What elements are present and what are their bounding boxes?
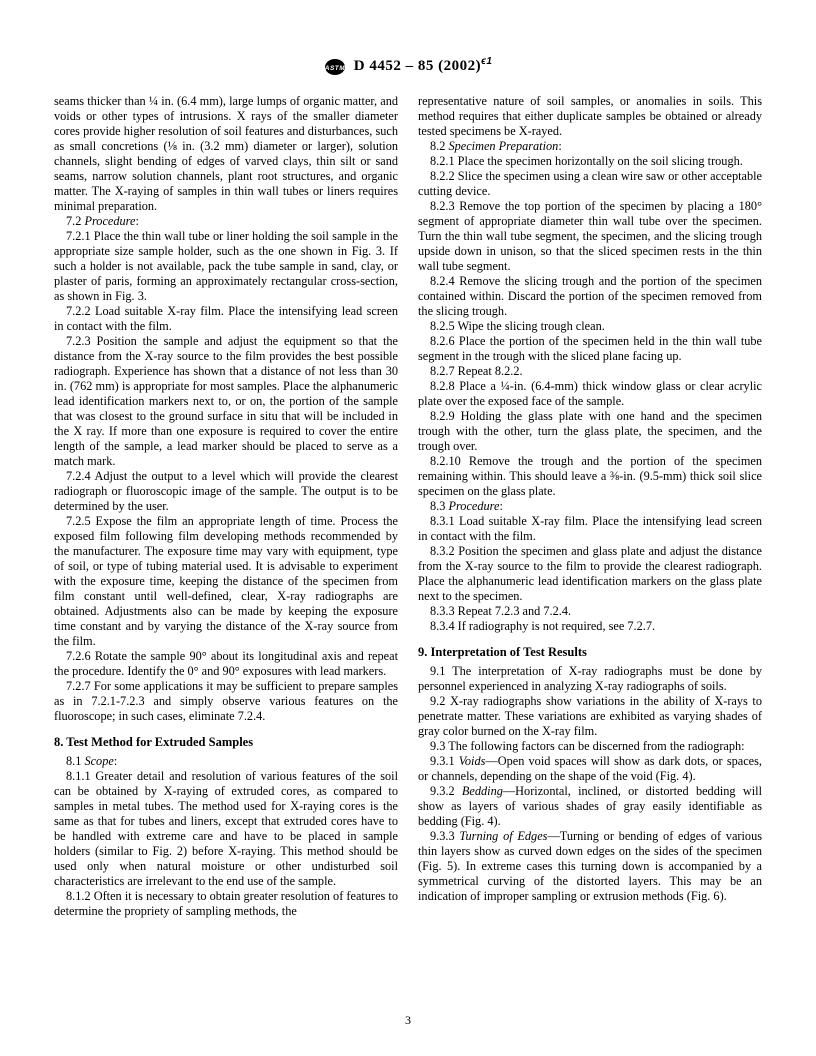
- label: Procedure: [84, 214, 135, 228]
- para-7-2-head: 7.2 Procedure:: [54, 214, 398, 229]
- label: Specimen Preparation: [448, 139, 558, 153]
- para-8-3-2: 8.3.2 Position the specimen and glass pl…: [418, 544, 762, 604]
- standard-designation: D 4452 – 85 (2002): [354, 58, 481, 74]
- para-7-2-5: 7.2.5 Expose the film an appropriate len…: [54, 514, 398, 649]
- para-8-2-4: 8.2.4 Remove the slicing trough and the …: [418, 274, 762, 319]
- para-9-2: 9.2 X-ray radiographs show variations in…: [418, 694, 762, 739]
- para-8-2-1: 8.2.1 Place the specimen horizontally on…: [418, 154, 762, 169]
- para-8-2-10: 8.2.10 Remove the trough and the portion…: [418, 454, 762, 499]
- astm-logo-icon: ASTM: [324, 58, 346, 76]
- body-columns: seams thicker than ¼ in. (6.4 mm), large…: [54, 94, 762, 919]
- para-8-1-2: 8.1.2 Often it is necessary to obtain gr…: [54, 889, 398, 919]
- para-8-3-3: 8.3.3 Repeat 7.2.3 and 7.2.4.: [418, 604, 762, 619]
- para-7-2-3: 7.2.3 Position the sample and adjust the…: [54, 334, 398, 469]
- label: Scope: [84, 754, 113, 768]
- para-8-3-head: 8.3 Procedure:: [418, 499, 762, 514]
- num: 9.3.2: [430, 784, 462, 798]
- label: Turning of Edges: [459, 829, 547, 843]
- num: 8.3: [430, 499, 448, 513]
- para-9-1: 9.1 The interpretation of X-ray radiogra…: [418, 664, 762, 694]
- label: Bedding: [462, 784, 503, 798]
- para-9-3: 9.3 The following factors can be discern…: [418, 739, 762, 754]
- document-page: ASTM D 4452 – 85 (2002)ϵ1 seams thicker …: [0, 0, 816, 1056]
- para-8-2-5: 8.2.5 Wipe the slicing trough clean.: [418, 319, 762, 334]
- label: Procedure: [448, 499, 499, 513]
- svg-text:ASTM: ASTM: [324, 65, 345, 72]
- num: 9.3.3: [430, 829, 459, 843]
- standard-superscript: ϵ1: [481, 56, 492, 67]
- num: 9.3.1: [430, 754, 459, 768]
- para-8-3-1: 8.3.1 Load suitable X-ray film. Place th…: [418, 514, 762, 544]
- standard-header: ASTM D 4452 – 85 (2002)ϵ1: [54, 56, 762, 76]
- para-8-1-1: 8.1.1 Greater detail and resolution of v…: [54, 769, 398, 889]
- para-8-1-2-cont: representative nature of soil samples, o…: [418, 94, 762, 139]
- para-8-2-head: 8.2 Specimen Preparation:: [418, 139, 762, 154]
- para-7-2-1: 7.2.1 Place the thin wall tube or liner …: [54, 229, 398, 304]
- num: 7.2: [66, 214, 84, 228]
- para-8-3-4: 8.3.4 If radiography is not required, se…: [418, 619, 762, 634]
- heading-8: 8. Test Method for Extruded Samples: [54, 735, 398, 750]
- label: Voids: [459, 754, 486, 768]
- para-9-3-3: 9.3.3 Turning of Edges—Turning or bendin…: [418, 829, 762, 904]
- para-7-1-cont: seams thicker than ¼ in. (6.4 mm), large…: [54, 94, 398, 214]
- page-number: 3: [0, 1013, 816, 1028]
- heading-9: 9. Interpretation of Test Results: [418, 645, 762, 660]
- para-7-2-6: 7.2.6 Rotate the sample 90° about its lo…: [54, 649, 398, 679]
- num: 8.1: [66, 754, 84, 768]
- para-8-2-3: 8.2.3 Remove the top portion of the spec…: [418, 199, 762, 274]
- para-8-2-6: 8.2.6 Place the portion of the specimen …: [418, 334, 762, 364]
- para-8-2-9: 8.2.9 Holding the glass plate with one h…: [418, 409, 762, 454]
- para-8-2-7: 8.2.7 Repeat 8.2.2.: [418, 364, 762, 379]
- para-7-2-4: 7.2.4 Adjust the output to a level which…: [54, 469, 398, 514]
- para-9-3-1: 9.3.1 Voids—Open void spaces will show a…: [418, 754, 762, 784]
- para-8-2-2: 8.2.2 Slice the specimen using a clean w…: [418, 169, 762, 199]
- para-7-2-7: 7.2.7 For some applications it may be su…: [54, 679, 398, 724]
- para-9-3-2: 9.3.2 Bedding—Horizontal, inclined, or d…: [418, 784, 762, 829]
- para-8-2-8: 8.2.8 Place a ¼-in. (6.4-mm) thick windo…: [418, 379, 762, 409]
- num: 8.2: [430, 139, 448, 153]
- para-7-2-2: 7.2.2 Load suitable X-ray film. Place th…: [54, 304, 398, 334]
- para-8-1-head: 8.1 Scope:: [54, 754, 398, 769]
